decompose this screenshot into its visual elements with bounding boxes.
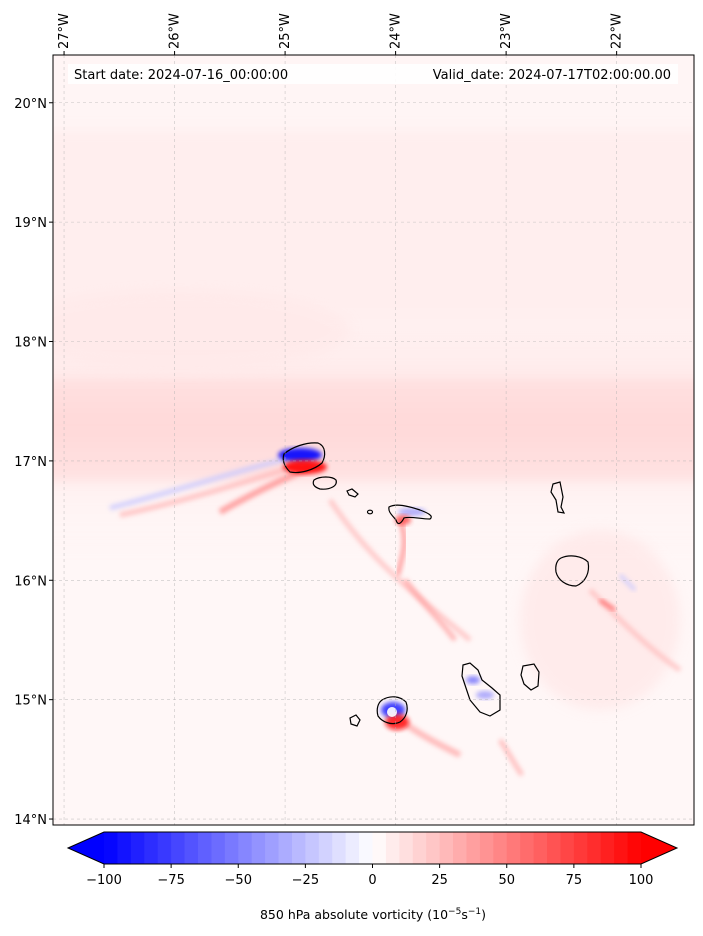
colorbar-cell xyxy=(426,832,441,864)
colorbar-cell xyxy=(573,832,588,864)
colorbar-cell xyxy=(238,832,253,864)
colorbar-cell xyxy=(157,832,172,864)
colorbar-cell xyxy=(359,832,373,864)
header-background xyxy=(68,64,678,84)
lat-tick-label: 15°N xyxy=(14,694,47,709)
coastlines xyxy=(282,442,590,727)
colorbar-cell xyxy=(291,832,306,864)
lon-tick-label: 26°W xyxy=(168,13,183,49)
gridlines xyxy=(53,55,694,825)
map-panel: Start date: 2024-07-16_00:00:00 Valid_da… xyxy=(52,54,695,826)
colorbar-cell xyxy=(345,832,360,864)
colorbar-cell xyxy=(600,832,615,864)
colorbar-cell xyxy=(587,832,602,864)
colorbar-cells xyxy=(104,832,642,864)
lat-tick-label: 17°N xyxy=(14,455,47,470)
colorbar-tick-label: 0 xyxy=(368,873,376,888)
colorbar-cell xyxy=(453,832,467,864)
colorbar-cell xyxy=(533,832,548,864)
colorbar-label-main: 850 hPa absolute vorticity (10 xyxy=(260,907,448,922)
colorbar-cell xyxy=(278,832,293,864)
map-frame xyxy=(52,54,695,826)
colorbar-cell xyxy=(197,832,212,864)
colorbar-cell xyxy=(265,832,280,864)
colorbar-cell xyxy=(520,832,535,864)
colorbar-cell xyxy=(332,832,347,864)
colorbar-cell xyxy=(224,832,239,864)
colorbar-tick-label: −50 xyxy=(225,873,252,888)
lat-tick-label: 16°N xyxy=(14,574,47,589)
colorbar-label-exp1: −5 xyxy=(448,907,461,917)
start-date-text: Start date: 2024-07-16_00:00:00 xyxy=(74,68,288,83)
colorbar-cell xyxy=(144,832,159,864)
header-band: Start date: 2024-07-16_00:00:00 Valid_da… xyxy=(68,64,678,84)
colorbar-cell xyxy=(130,832,145,864)
colorbar-tick-label: 75 xyxy=(566,873,583,888)
colorbar-ticks: −100 −75 −50 −25 0 25 50 75 100 xyxy=(86,864,653,888)
colorbar-cell xyxy=(560,832,575,864)
colorbar-tick-label: −25 xyxy=(292,873,319,888)
colorbar-cell xyxy=(372,832,387,864)
lon-tick-label: 25°W xyxy=(278,13,293,49)
lat-tick-label: 20°N xyxy=(14,97,47,112)
colorbar-cell xyxy=(184,832,199,864)
colorbar-cell xyxy=(251,832,266,864)
colorbar-cell xyxy=(211,832,226,864)
colorbar-cell xyxy=(385,832,400,864)
colorbar-cell xyxy=(117,832,132,864)
colorbar-extend-max xyxy=(641,832,677,864)
lon-tick-label: 24°W xyxy=(389,13,404,49)
lat-tick-label: 18°N xyxy=(14,336,47,351)
colorbar-cell xyxy=(412,832,427,864)
lon-tick-label: 23°W xyxy=(499,13,514,49)
colorbar-tick-label: 50 xyxy=(498,873,515,888)
vorticity-field xyxy=(53,130,694,825)
colorbar: −100 −75 −50 −25 0 25 50 75 100 850 hPa absolute… xyxy=(66,831,679,922)
latitude-ticks: 20°N 19°N 18°N 17°N 16°N 15°N 14°N xyxy=(14,97,53,828)
colorbar-tick-label: 100 xyxy=(629,873,654,888)
colorbar-cell xyxy=(318,832,333,864)
colorbar-cell xyxy=(479,832,494,864)
colorbar-label-mid: s xyxy=(461,907,468,922)
colorbar-cell xyxy=(493,832,508,864)
colorbar-tick-label: −100 xyxy=(86,873,122,888)
colorbar-tick-label: 25 xyxy=(431,873,448,888)
colorbar-cell xyxy=(627,832,642,864)
colorbar-cell xyxy=(399,832,414,864)
colorbar-cell xyxy=(506,832,521,864)
colorbar-label-end: ) xyxy=(481,907,486,922)
colorbar-cell xyxy=(614,832,629,864)
colorbar-cell xyxy=(305,832,320,864)
colorbar-cell xyxy=(547,832,561,864)
colorbar-cell xyxy=(171,832,186,864)
colorbar-cell xyxy=(439,832,454,864)
colorbar-tick-label: −75 xyxy=(157,873,184,888)
colorbar-cell xyxy=(104,832,118,864)
colorbar-label: 850 hPa absolute vorticity (10−5s−1) xyxy=(260,907,486,922)
valid-date-text: Valid_date: 2024-07-17T02:00:00.00 xyxy=(433,68,671,83)
longitude-ticks: 27°W 26°W 25°W 24°W 23°W 22°W xyxy=(57,13,625,55)
colorbar-cell xyxy=(466,832,481,864)
colorbar-extend-min xyxy=(68,832,104,864)
lon-tick-label: 27°W xyxy=(57,13,72,49)
lat-tick-label: 19°N xyxy=(14,216,47,231)
lat-tick-label: 14°N xyxy=(14,813,47,828)
colorbar-label-exp2: −1 xyxy=(468,907,481,917)
lon-tick-label: 22°W xyxy=(610,13,625,49)
